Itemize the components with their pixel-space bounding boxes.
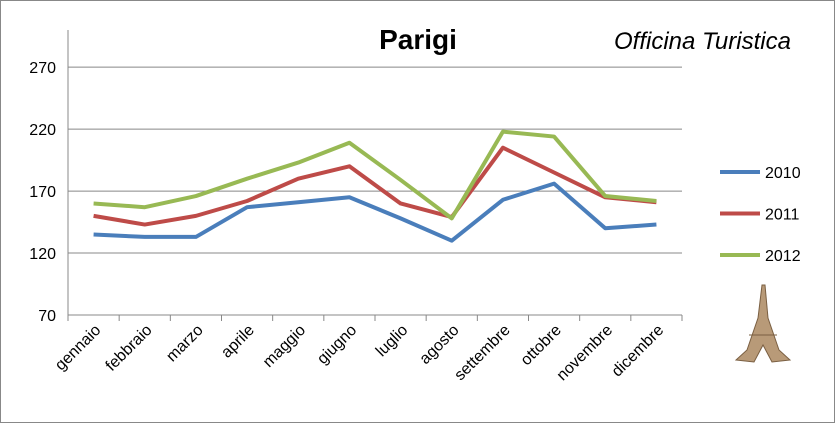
logo: Officina Turistica bbox=[614, 28, 791, 55]
y-tick-label: 220 bbox=[29, 122, 56, 139]
line-series bbox=[93, 145, 657, 227]
eiffel-icon bbox=[734, 284, 792, 363]
y-tick-label: 120 bbox=[29, 246, 56, 263]
legend-label: 2010 bbox=[765, 165, 801, 182]
y-tick-label: 270 bbox=[29, 60, 56, 77]
line-series bbox=[93, 181, 657, 243]
legend-label: 2012 bbox=[765, 248, 801, 265]
chart-title: Parigi bbox=[379, 24, 457, 55]
y-tick-label: 170 bbox=[29, 184, 56, 201]
legend-label: 2011 bbox=[765, 207, 800, 224]
y-tick-label: 70 bbox=[38, 308, 56, 325]
line-series bbox=[93, 129, 657, 221]
